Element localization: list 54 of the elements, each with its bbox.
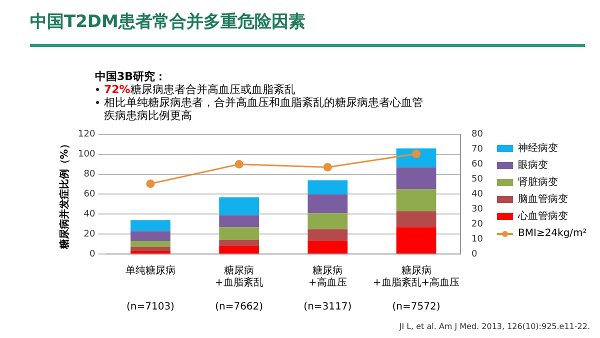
legend-label: 脑血管病变 [518, 192, 568, 207]
y-tick-label: 120 [78, 130, 96, 140]
text: 相比单纯糖尿病患者，合并高血压和血脂紊乱的糖尿病患者心血管疾病患病比例更高 [103, 96, 424, 122]
bar [219, 246, 259, 254]
y-tick-label: 80 [84, 170, 96, 180]
category-label: 糖尿病 +血脂紊乱+高血压 (n=7572) [372, 266, 460, 313]
text: JI L, et al. Am J Med. 2013, 126(10):925.e11-22. [399, 322, 590, 331]
y2-tick-label: 10 [472, 234, 484, 244]
bar [219, 215, 259, 228]
y2-tick-label: 50 [472, 174, 484, 185]
point [323, 163, 332, 172]
y2-tick-label: 70 [472, 144, 484, 155]
legend-label: BMI≥24kg/m² [518, 227, 587, 241]
y2-tick-label: 30 [472, 204, 484, 214]
point [234, 160, 244, 169]
bar [219, 240, 259, 246]
y-tick-label: 0 [89, 249, 96, 260]
bar [219, 197, 259, 216]
bar [130, 241, 170, 248]
y-tick-label: 20 [84, 229, 96, 240]
y2-tick-label: 60 [472, 160, 484, 170]
bar [308, 213, 348, 230]
bar [130, 220, 170, 232]
point [146, 179, 155, 188]
y-axis-title: 糖尿病并发症比例（%） [58, 139, 71, 250]
point [412, 150, 420, 158]
legend-label: 眼病变 [518, 158, 548, 173]
y2-tick-label: 40 [472, 190, 484, 200]
category-label: 糖尿病 +高血压 (n=3117) [304, 266, 352, 313]
y-tick-label: 40 [84, 209, 96, 220]
bar [219, 227, 259, 240]
bar [308, 194, 348, 214]
bar [396, 167, 436, 190]
category-label: 糖尿病 +血脂紊乱 (n=7662) [214, 266, 264, 313]
bar [396, 227, 436, 254]
bar [308, 241, 348, 254]
bar [308, 180, 348, 194]
bar [130, 231, 170, 242]
bar [130, 247, 170, 252]
y-tick-label: 60 [84, 190, 96, 200]
text: 中国3B研究： [95, 70, 168, 83]
legend-label: 肾脏病变 [518, 176, 558, 190]
y2-tick-label: 80 [472, 130, 484, 140]
y2-tick-label: 0 [472, 249, 478, 260]
legend-label: 心血管病变 [518, 210, 568, 224]
legend-label: 神经病变 [518, 142, 558, 156]
chart-title: 中国T2DM患者常合并多重危险因素 [30, 11, 306, 33]
bar [396, 189, 436, 212]
text: 72%糖尿病患者合并高血压或血脂紊乱 [103, 83, 296, 96]
bar [308, 229, 348, 242]
y2-tick-label: 20 [472, 219, 484, 230]
bar [396, 211, 436, 228]
y-tick-label: 100 [78, 150, 96, 160]
category-label: 单纯糖尿病 (n=7103) [125, 266, 176, 313]
